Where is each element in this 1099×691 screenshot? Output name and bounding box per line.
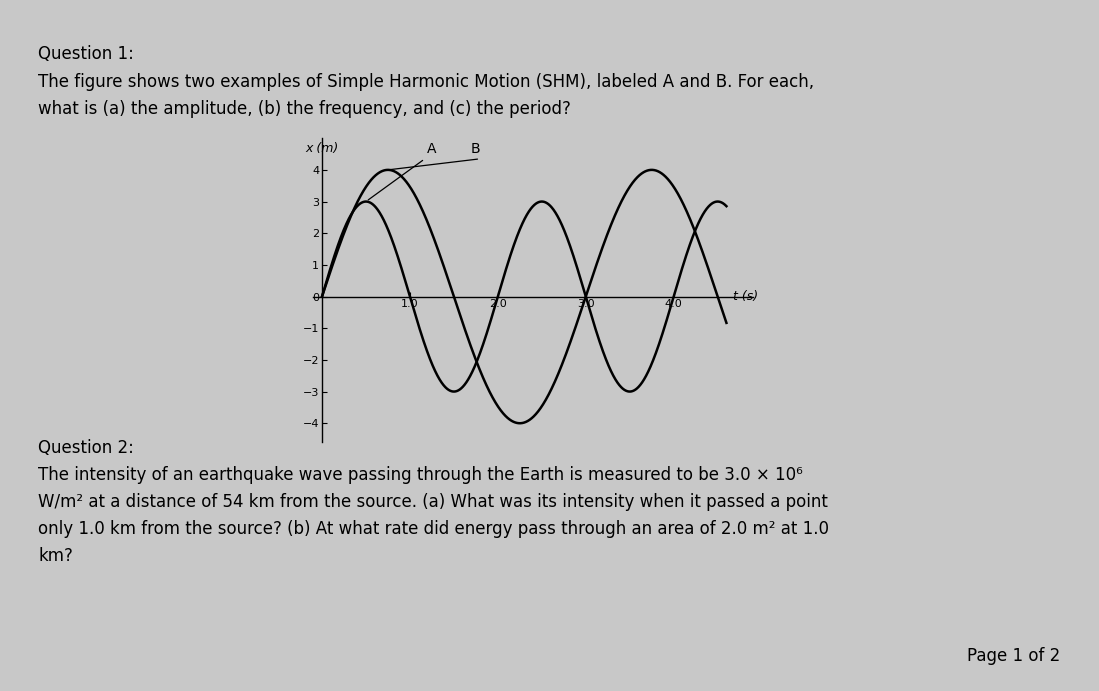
Text: x (m): x (m) bbox=[306, 142, 338, 155]
Text: The intensity of an earthquake wave passing through the Earth is measured to be : The intensity of an earthquake wave pass… bbox=[38, 466, 803, 484]
Text: W/m² at a distance of 54 km from the source. (a) What was its intensity when it : W/m² at a distance of 54 km from the sou… bbox=[38, 493, 829, 511]
Text: what is (a) the amplitude, (b) the frequency, and (c) the period?: what is (a) the amplitude, (b) the frequ… bbox=[38, 100, 571, 117]
Text: B: B bbox=[471, 142, 480, 155]
Text: t (s): t (s) bbox=[733, 290, 758, 303]
Text: Question 2:: Question 2: bbox=[38, 439, 134, 457]
Text: Page 1 of 2: Page 1 of 2 bbox=[967, 647, 1061, 665]
Text: A: A bbox=[428, 142, 436, 155]
Text: only 1.0 km from the source? (b) At what rate did energy pass through an area of: only 1.0 km from the source? (b) At what… bbox=[38, 520, 830, 538]
Text: km?: km? bbox=[38, 547, 74, 565]
Text: The figure shows two examples of Simple Harmonic Motion (SHM), labeled A and B. : The figure shows two examples of Simple … bbox=[38, 73, 814, 91]
Text: Question 1:: Question 1: bbox=[38, 45, 134, 63]
